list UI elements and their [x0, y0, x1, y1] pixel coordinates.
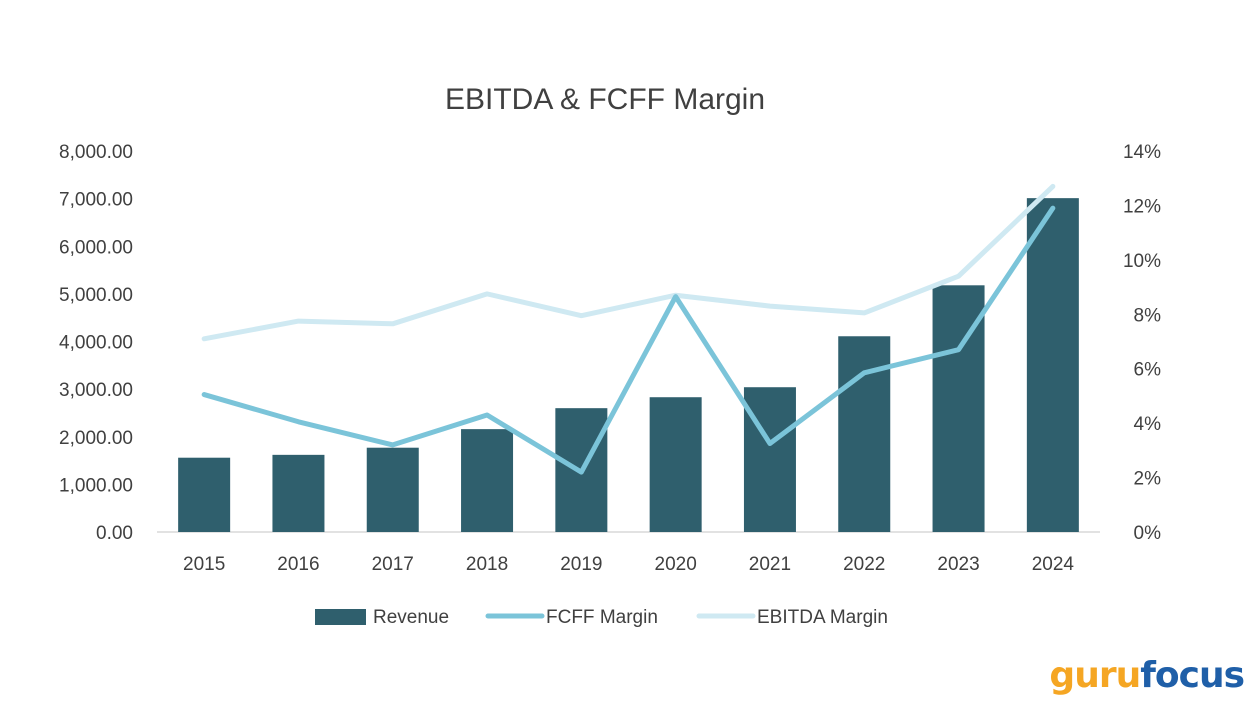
- x-tick-label: 2021: [749, 554, 791, 575]
- margin-lines: [201, 183, 1056, 475]
- legend-label: Revenue: [373, 607, 449, 628]
- logo-part-guru: guru: [1049, 655, 1141, 696]
- left-tick-label: 6,000.00: [59, 237, 133, 258]
- right-tick-label: 4%: [1134, 414, 1162, 435]
- revenue-bar: [366, 447, 419, 532]
- right-tick-label: 10%: [1123, 251, 1161, 272]
- gurufocus-logo: gurufocus: [1049, 655, 1245, 696]
- right-tick-label: 0%: [1134, 523, 1162, 544]
- x-tick-label: 2023: [937, 554, 979, 575]
- fcff-margin-line: [201, 205, 1056, 475]
- revenue-bar: [743, 387, 796, 532]
- left-tick-label: 0.00: [96, 523, 133, 544]
- ebitda-margin-line: [201, 183, 1056, 342]
- x-tick-label: 2016: [277, 554, 319, 575]
- legend-swatch-revenue: [315, 609, 366, 625]
- revenue-bar: [649, 397, 702, 532]
- left-tick-label: 3,000.00: [59, 380, 133, 401]
- right-tick-label: 12%: [1123, 196, 1161, 217]
- left-tick-label: 7,000.00: [59, 190, 133, 211]
- revenue-bar: [461, 429, 514, 532]
- right-tick-label: 8%: [1134, 305, 1162, 326]
- legend: Revenue FCFF Margin EBITDA Margin: [315, 607, 888, 628]
- revenue-bar: [272, 454, 325, 532]
- x-tick-label: 2015: [183, 554, 225, 575]
- left-tick-label: 4,000.00: [59, 333, 133, 354]
- x-tick-label: 2018: [466, 554, 508, 575]
- right-tick-label: 14%: [1123, 142, 1161, 163]
- right-tick-label: 2%: [1134, 469, 1162, 490]
- left-tick-label: 1,000.00: [59, 475, 133, 496]
- legend-label: EBITDA Margin: [757, 607, 888, 628]
- revenue-bar: [1026, 198, 1079, 532]
- x-tick-label: 2024: [1032, 554, 1075, 575]
- x-axis-ticks: 2015 2016 2017 2018 2019 2020 2021 2022 2023 2024: [183, 554, 1074, 575]
- logo-part-focus: focus: [1140, 655, 1245, 696]
- chart-title: EBITDA & FCFF Margin: [445, 83, 765, 116]
- x-tick-label: 2022: [843, 554, 885, 575]
- right-axis-ticks: 0% 2% 4% 6% 8% 10% 12% 14%: [1123, 142, 1161, 544]
- revenue-bar: [178, 457, 231, 532]
- x-tick-label: 2019: [560, 554, 602, 575]
- left-axis-ticks: 0.00 1,000.00 2,000.00 3,000.00 4,000.00 5,00…: [59, 142, 133, 544]
- legend-label: FCFF Margin: [546, 607, 658, 628]
- x-tick-label: 2017: [372, 554, 414, 575]
- left-tick-label: 5,000.00: [59, 285, 133, 306]
- right-tick-label: 6%: [1134, 360, 1162, 381]
- x-tick-label: 2020: [655, 554, 697, 575]
- left-tick-label: 2,000.00: [59, 428, 133, 449]
- left-tick-label: 8,000.00: [59, 142, 133, 163]
- revenue-bar: [838, 336, 891, 532]
- revenue-bars: [178, 198, 1079, 532]
